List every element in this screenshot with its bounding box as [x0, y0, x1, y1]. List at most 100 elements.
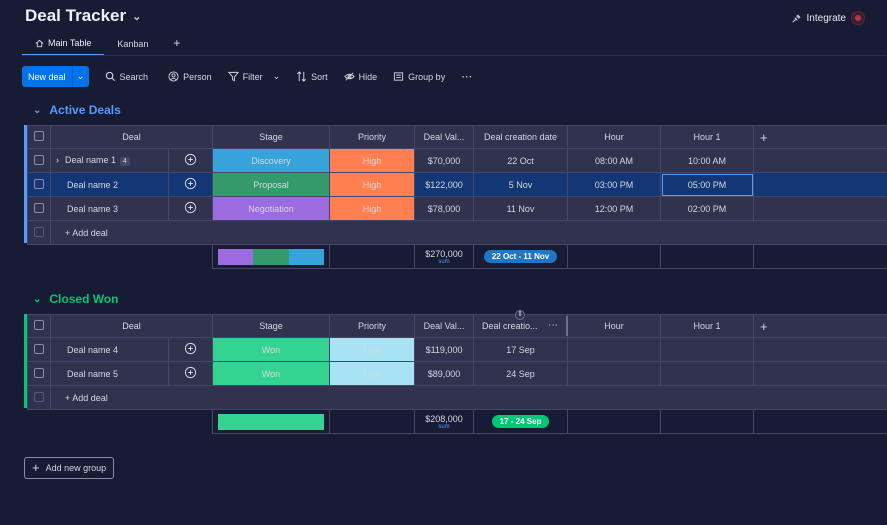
add-view-button[interactable]: + [173, 36, 181, 50]
tab-kanban[interactable]: Kanban [104, 30, 161, 56]
hour-cell[interactable] [567, 337, 662, 362]
group-by-button[interactable]: Group by [385, 71, 453, 82]
priority-status-cell[interactable]: Low [329, 337, 416, 362]
add-deal-row[interactable]: + Add deal [27, 385, 887, 410]
stage-status-cell[interactable]: Won [212, 337, 331, 362]
stage-status-cell[interactable]: Won [212, 361, 331, 386]
updates-icon[interactable] [167, 196, 214, 221]
select-all-checkbox[interactable] [27, 125, 51, 149]
column-header-deal-value[interactable]: Deal Val... [414, 125, 475, 149]
column-header-hour[interactable]: Hour [567, 125, 662, 149]
priority-status-cell[interactable]: High [329, 196, 416, 221]
column-header-stage[interactable]: Stage [212, 125, 331, 149]
column-header-deal[interactable]: Deal [49, 125, 214, 149]
filter-button[interactable]: Filter ⌄ [220, 71, 289, 82]
row-checkbox[interactable] [27, 361, 51, 386]
updates-icon[interactable] [167, 148, 214, 173]
updates-icon[interactable] [167, 361, 214, 386]
value-sum-cell[interactable]: $270,000 sum [414, 244, 475, 269]
priority-status-cell[interactable]: High [329, 172, 416, 197]
stage-distribution-bar[interactable] [212, 244, 331, 269]
deal-value-cell[interactable]: $70,000 [414, 148, 475, 173]
integrate-button[interactable]: Integrate [791, 11, 865, 25]
updates-icon[interactable] [167, 172, 214, 197]
board-title[interactable]: Deal Tracker ⌄ [25, 6, 141, 26]
column-header-hour[interactable]: Hour [567, 314, 662, 338]
hour1-cell[interactable]: 02:00 PM [660, 196, 755, 221]
column-header-deal[interactable]: Deal [49, 314, 214, 338]
column-header-hour1[interactable]: Hour 1 [660, 314, 755, 338]
chevron-down-icon[interactable]: ⌄ [132, 10, 142, 23]
deal-value-cell[interactable]: $122,000 [414, 172, 475, 197]
hide-button[interactable]: Hide [336, 71, 386, 82]
creation-date-cell[interactable]: 5 Nov [473, 172, 569, 197]
chevron-down-icon[interactable]: ⌄ [33, 293, 42, 305]
add-new-group-button[interactable]: + Add new group [24, 457, 115, 479]
add-deal-row[interactable]: + Add deal [27, 220, 887, 245]
column-menu-icon[interactable]: ⋯ [548, 320, 559, 331]
column-header-priority[interactable]: Priority [329, 314, 416, 338]
more-options-icon[interactable]: ⋯ [461, 71, 473, 83]
search-button[interactable]: Search [97, 71, 157, 82]
row-checkbox[interactable] [27, 148, 51, 173]
stage-status-cell[interactable]: Proposal [212, 172, 331, 197]
hour-cell[interactable] [567, 361, 662, 386]
add-column-button[interactable]: + [753, 314, 887, 338]
column-header-creation-date[interactable]: Deal creation date [473, 125, 569, 149]
deal-value-cell[interactable]: $78,000 [414, 196, 475, 221]
group-header-active-deals[interactable]: ⌄ Active Deals [33, 103, 121, 117]
select-all-checkbox[interactable] [27, 314, 51, 338]
creation-date-cell[interactable]: 24 Sep [473, 361, 569, 386]
column-drag-handle-icon[interactable]: ⇕ [515, 310, 525, 320]
hour1-cell[interactable] [660, 361, 755, 386]
deal-name-cell[interactable]: Deal name 3 [50, 196, 169, 221]
subitems-count-badge[interactable]: 4 [120, 157, 130, 166]
creation-date-cell[interactable]: 22 Oct [473, 148, 569, 173]
deal-name-cell[interactable]: Deal name 2 [50, 172, 169, 197]
table-row[interactable]: Deal name 2 Proposal High $122,000 5 Nov… [27, 172, 887, 197]
updates-icon[interactable] [167, 337, 214, 362]
chevron-down-icon[interactable]: ⌄ [33, 104, 42, 116]
date-range-cell[interactable]: 17 - 24 Sep [473, 409, 569, 434]
creation-date-cell[interactable]: 17 Sep [473, 337, 569, 362]
column-resize-handle[interactable] [566, 316, 568, 336]
table-row[interactable]: Deal name 4 Won Low $119,000 17 Sep [27, 337, 887, 362]
add-deal-button[interactable]: + Add deal [49, 385, 887, 410]
stage-status-cell[interactable]: Negotiation [212, 196, 331, 221]
deal-name-cell[interactable]: Deal name 5 [50, 361, 169, 386]
table-row[interactable]: Deal name 5 Won Low $89,000 24 Sep [27, 361, 887, 386]
add-deal-button[interactable]: + Add deal [49, 220, 887, 245]
sort-button[interactable]: Sort [288, 71, 336, 82]
expand-subitems-icon[interactable]: › [56, 155, 59, 165]
tab-main-table[interactable]: Main Table [22, 30, 105, 56]
group-header-closed-won[interactable]: ⌄ Closed Won [33, 292, 119, 306]
value-sum-cell[interactable]: $208,000 sum [414, 409, 475, 434]
deal-value-cell[interactable]: $119,000 [414, 337, 475, 362]
row-checkbox[interactable] [27, 337, 51, 362]
creation-date-cell[interactable]: 11 Nov [473, 196, 569, 221]
hour1-cell[interactable]: 05:00 PM [660, 172, 755, 197]
new-deal-dropdown[interactable]: ⌄ [71, 66, 89, 87]
column-header-deal-value[interactable]: Deal Val... [414, 314, 475, 338]
date-range-cell[interactable]: 22 Oct - 11 Nov [473, 244, 569, 269]
deal-name-cell[interactable]: Deal name 4 [50, 337, 169, 362]
hour1-cell[interactable] [660, 337, 755, 362]
chevron-down-icon[interactable]: ⌄ [272, 71, 281, 81]
add-column-button[interactable]: + [753, 125, 887, 149]
column-header-stage[interactable]: Stage [212, 314, 331, 338]
hour1-cell[interactable]: 10:00 AM [660, 148, 755, 173]
row-checkbox[interactable] [27, 196, 51, 221]
stage-distribution-bar[interactable] [212, 409, 331, 434]
priority-status-cell[interactable]: High [329, 148, 416, 173]
deal-value-cell[interactable]: $89,000 [414, 361, 475, 386]
table-row[interactable]: Deal name 3 Negotiation High $78,000 11 … [27, 196, 887, 221]
person-filter-button[interactable]: Person [160, 71, 220, 82]
row-checkbox[interactable] [27, 172, 51, 197]
new-deal-button[interactable]: New deal [22, 66, 72, 87]
stage-status-cell[interactable]: Discovery [212, 148, 331, 173]
hour-cell[interactable]: 12:00 PM [567, 196, 662, 221]
hour-cell[interactable]: 08:00 AM [567, 148, 662, 173]
priority-status-cell[interactable]: Low [329, 361, 416, 386]
